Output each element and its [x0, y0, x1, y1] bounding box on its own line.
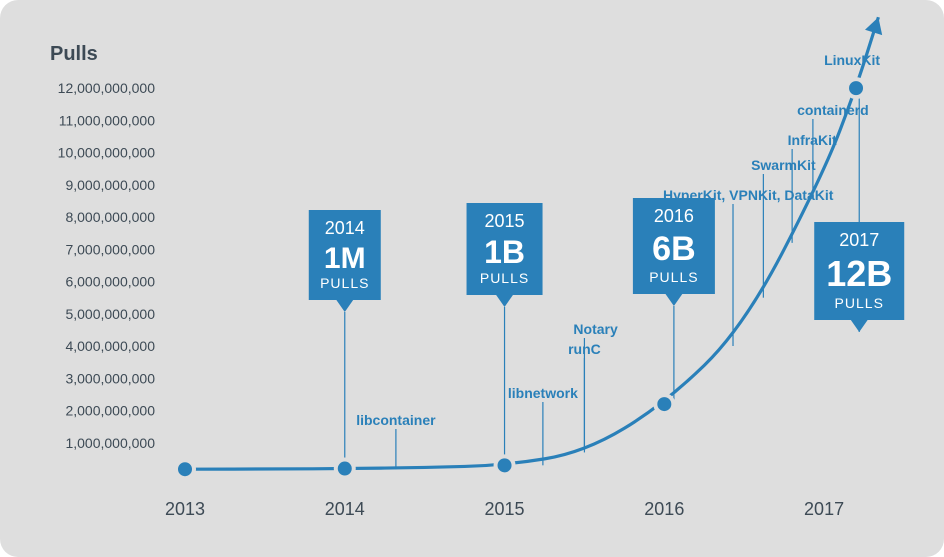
badge-year: 2017 [839, 230, 879, 250]
x-tick-label: 2013 [165, 499, 205, 519]
badge-year: 2015 [485, 211, 525, 231]
data-marker [176, 460, 194, 478]
x-tick-label: 2014 [325, 499, 365, 519]
data-marker [847, 79, 865, 97]
data-marker [655, 395, 673, 413]
badge-unit: PULLS [320, 275, 369, 291]
tech-label-libcontainer: libcontainer [356, 412, 436, 428]
badge-count: 6B [652, 230, 695, 268]
x-tick-label: 2015 [485, 499, 525, 519]
data-marker [336, 460, 354, 478]
y-tick-label: 4,000,000,000 [65, 338, 155, 354]
badge-count: 1M [324, 242, 366, 275]
y-tick-label: 10,000,000,000 [58, 145, 156, 161]
chart-card: Pulls 1,000,000,000 2,000,000,000 3,000,000… [0, 0, 944, 557]
badge-unit: PULLS [835, 295, 884, 311]
x-tick-label: 2017 [804, 499, 844, 519]
badge-count: 1B [484, 234, 525, 270]
y-tick-label: 3,000,000,000 [65, 370, 155, 386]
y-tick-label: 8,000,000,000 [65, 209, 155, 225]
chart-svg: Pulls 1,000,000,000 2,000,000,000 3,000,000… [0, 0, 944, 557]
x-tick-label: 2016 [644, 499, 684, 519]
badge-count: 12B [826, 253, 892, 294]
tech-label-swarmkit: SwarmKit [751, 157, 816, 173]
data-marker [496, 456, 514, 474]
y-tick-label: 7,000,000,000 [65, 241, 155, 257]
y-tick-label: 2,000,000,000 [65, 403, 155, 419]
y-tick-label: 5,000,000,000 [65, 306, 155, 322]
y-tick-label: 9,000,000,000 [65, 177, 155, 193]
y-tick-label: 12,000,000,000 [58, 80, 156, 96]
y-tick-label: 11,000,000,000 [59, 112, 155, 128]
y-tick-label: 1,000,000,000 [65, 435, 155, 451]
tech-label-infrakit: InfraKit [788, 132, 837, 148]
tech-label-containerd: containerd [797, 102, 869, 118]
badge-unit: PULLS [480, 270, 529, 286]
tech-label-libnetwork: libnetwork [508, 385, 578, 401]
badge-year: 2014 [325, 218, 365, 238]
y-axis-title: Pulls [50, 43, 98, 65]
tech-label-linuxkit: LinuxKit [824, 52, 880, 68]
badge-unit: PULLS [649, 269, 698, 285]
tech-label-notary: Notary [573, 321, 618, 337]
badge-year: 2016 [654, 206, 694, 226]
y-tick-label: 6,000,000,000 [65, 274, 155, 290]
